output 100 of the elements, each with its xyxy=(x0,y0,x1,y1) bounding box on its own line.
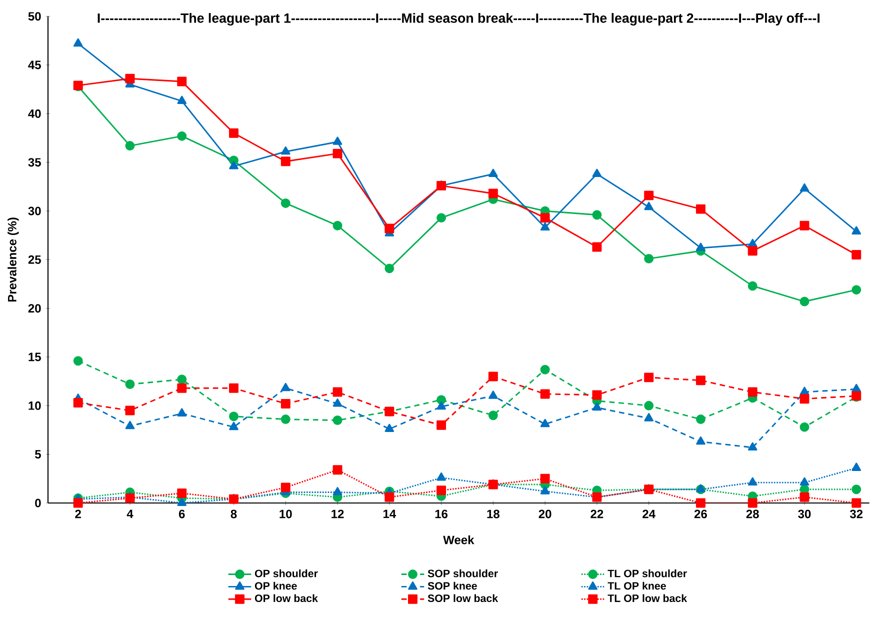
legend-label: TL OP knee xyxy=(608,582,666,590)
point xyxy=(177,408,187,416)
point xyxy=(436,420,446,430)
point xyxy=(73,398,83,408)
point xyxy=(800,394,810,404)
point xyxy=(540,364,550,374)
point xyxy=(540,389,550,399)
x-tick-label: 30 xyxy=(798,510,811,518)
point xyxy=(488,390,498,399)
y-tick-label: 20 xyxy=(28,304,41,313)
point xyxy=(696,204,706,214)
point xyxy=(540,213,550,223)
point xyxy=(384,424,394,432)
point xyxy=(696,498,706,508)
point xyxy=(229,128,238,138)
point xyxy=(280,156,290,166)
x-tick-label: 26 xyxy=(694,510,707,518)
point xyxy=(384,264,394,274)
x-tick-label: 4 xyxy=(126,510,134,518)
point xyxy=(332,487,342,496)
point xyxy=(177,96,187,104)
x-tick-label: 8 xyxy=(230,510,237,518)
point xyxy=(852,285,862,295)
point xyxy=(488,410,498,420)
y-tick-label: 30 xyxy=(28,206,41,216)
point xyxy=(852,226,862,234)
x-tick-label: 10 xyxy=(280,510,292,518)
point xyxy=(592,390,602,400)
legend-label: OP shoulder xyxy=(254,569,318,578)
x-tick-label: 22 xyxy=(590,510,604,518)
point xyxy=(852,484,862,494)
point xyxy=(177,76,187,86)
point xyxy=(644,413,654,422)
point xyxy=(436,401,446,410)
point xyxy=(436,472,446,481)
point xyxy=(177,488,187,498)
point xyxy=(125,420,135,430)
point xyxy=(540,474,550,484)
point xyxy=(696,436,706,445)
y-tick-label: 50 xyxy=(28,12,41,21)
point xyxy=(800,422,810,432)
point xyxy=(696,414,706,424)
y-tick-label: 40 xyxy=(28,109,41,118)
point xyxy=(280,482,290,492)
point xyxy=(800,296,810,306)
point xyxy=(592,242,602,252)
legend-label: TL OP low back xyxy=(608,594,688,602)
x-tick-label: 32 xyxy=(850,510,863,518)
point xyxy=(852,462,862,471)
chart-title: I------------------The league-part 1-------------------I-----Mid season break-----I----------The league-part 2----------I---Play off---I xyxy=(98,13,820,26)
x-axis-title: Week xyxy=(443,535,474,544)
point xyxy=(125,74,135,84)
point xyxy=(488,168,498,178)
point xyxy=(177,131,187,141)
legend-label: SOP low back xyxy=(428,594,498,602)
point xyxy=(332,220,342,230)
y-tick-label: 25 xyxy=(28,255,41,264)
x-tick-label: 24 xyxy=(642,510,656,518)
point xyxy=(852,498,862,508)
point xyxy=(125,141,135,151)
point xyxy=(280,146,290,155)
point xyxy=(748,498,758,508)
point xyxy=(748,281,758,291)
point xyxy=(696,376,706,386)
point xyxy=(540,222,550,231)
legend-label: SOP shoulder xyxy=(428,569,498,578)
point xyxy=(73,356,83,366)
point xyxy=(73,498,83,508)
point xyxy=(800,183,810,192)
y-tick-label: 45 xyxy=(28,60,41,70)
point xyxy=(540,486,550,494)
point xyxy=(644,202,654,210)
point xyxy=(592,402,602,411)
x-tick-label: 14 xyxy=(383,510,396,518)
point xyxy=(177,498,187,506)
point xyxy=(592,210,602,220)
point xyxy=(540,418,550,428)
legend-label: TL OP shoulder xyxy=(608,569,687,578)
point xyxy=(332,465,342,475)
point xyxy=(852,250,862,260)
point xyxy=(592,168,602,178)
point xyxy=(280,198,290,208)
x-tick-label: 20 xyxy=(538,510,552,518)
x-tick-label: 2 xyxy=(75,510,81,518)
point xyxy=(800,477,810,486)
y-axis-title: Prevalence (%) xyxy=(8,218,19,302)
point xyxy=(748,246,758,256)
point xyxy=(332,148,342,158)
legend-label: SOP knee xyxy=(428,582,477,590)
y-tick-label: 35 xyxy=(28,158,41,167)
point xyxy=(644,372,654,382)
point xyxy=(436,486,446,496)
point xyxy=(280,414,290,424)
x-tick-label: 12 xyxy=(332,510,344,518)
x-tick-label: 6 xyxy=(178,510,185,518)
point xyxy=(229,422,238,430)
legend-label: OP low back xyxy=(254,594,318,602)
point xyxy=(73,38,83,47)
y-tick-label: 5 xyxy=(34,450,41,459)
y-tick-label: 15 xyxy=(28,352,41,362)
